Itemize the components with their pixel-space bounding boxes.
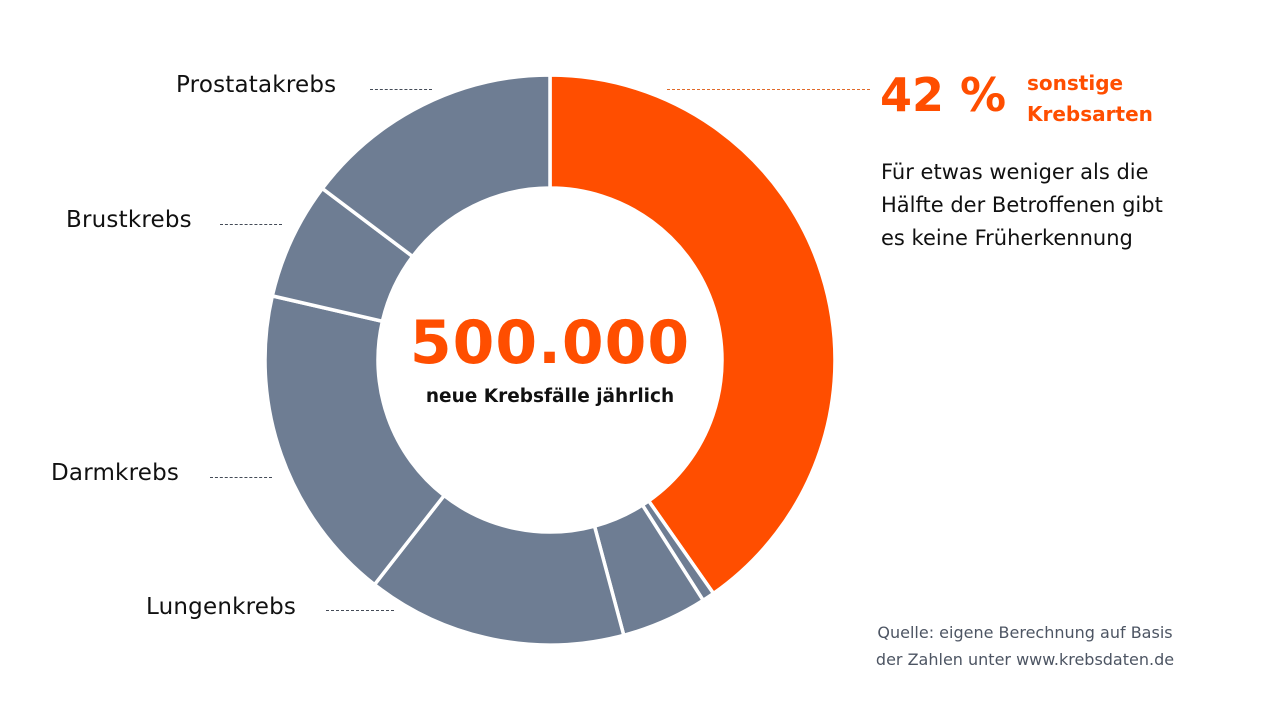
label-lungenkrebs: Lungenkrebs xyxy=(146,594,297,620)
leader-prostatakrebs xyxy=(370,89,432,90)
description: Für etwas weniger als die Hälfte der Bet… xyxy=(881,156,1163,255)
leader-brustkrebs xyxy=(220,224,282,225)
highlight-caption-line2: Krebsarten xyxy=(1027,102,1153,126)
highlight-percent: 42 % xyxy=(880,68,1007,122)
center-value: 500.000 xyxy=(409,308,691,378)
donut-segment xyxy=(319,73,552,259)
description-line2: Hälfte der Betroffenen gibt xyxy=(881,193,1163,217)
leader-lungenkrebs xyxy=(326,610,394,611)
description-line1: Für etwas weniger als die xyxy=(881,160,1149,184)
description-line3: es keine Früherkennung xyxy=(881,226,1133,250)
source-line1: Quelle: eigene Berechnung auf Basis xyxy=(877,623,1173,642)
highlight-caption: sonstige Krebsarten xyxy=(1027,68,1153,130)
center-caption: neue Krebsfälle jährlich xyxy=(425,386,675,407)
donut-segment xyxy=(548,73,837,596)
leader-sonstige xyxy=(667,89,870,90)
label-darmkrebs: Darmkrebs xyxy=(51,460,180,486)
source-line2: der Zahlen unter www.krebsdaten.de xyxy=(875,650,1175,669)
label-prostatakrebs: Prostatakrebs xyxy=(176,72,337,98)
source-note: Quelle: eigene Berechnung auf Basis der … xyxy=(845,619,1205,673)
donut-segment xyxy=(263,293,447,588)
leader-darmkrebs xyxy=(210,477,272,478)
label-brustkrebs: Brustkrebs xyxy=(66,207,192,233)
highlight-caption-line1: sonstige xyxy=(1027,71,1124,95)
